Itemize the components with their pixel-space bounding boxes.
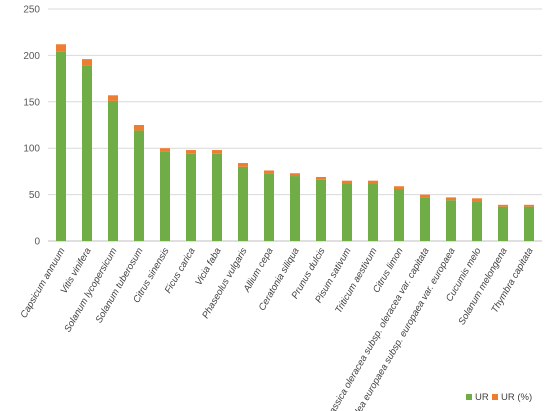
legend: UR UR (%) (466, 392, 532, 403)
y-tick-label: 100 (23, 144, 40, 155)
bar-ur-percent (160, 148, 170, 152)
bar-ur-percent (394, 186, 404, 190)
bar-ur-percent (108, 95, 118, 101)
bar-ur (160, 151, 170, 241)
bar-ur (420, 197, 430, 241)
gridlines (48, 8, 542, 242)
bar-ur-percent (368, 180, 378, 184)
bar-ur-percent (264, 170, 274, 174)
y-tick-label: 150 (23, 97, 40, 108)
bar-ur (472, 201, 482, 241)
bar-ur (186, 153, 196, 241)
y-tick-label: 250 (23, 5, 40, 16)
bar-ur (134, 130, 144, 241)
legend-label-ur-pct: UR (%) (501, 392, 532, 403)
legend-swatch-ur (466, 394, 472, 400)
bar-ur-percent (316, 176, 326, 180)
bar-ur (342, 183, 352, 241)
bar-ur (212, 153, 222, 241)
bars (56, 44, 534, 241)
legend-label-ur: UR (475, 392, 489, 403)
bar-ur (56, 51, 66, 241)
bar-ur (498, 206, 508, 241)
bar-ur-percent (446, 197, 456, 201)
legend-swatch-ur-pct (492, 394, 498, 400)
bar-ur-percent (186, 150, 196, 154)
bar-ur (316, 179, 326, 241)
bar-ur (108, 100, 118, 241)
y-axis-ticks: 0 50 100 150 200 250 (23, 5, 40, 248)
x-tick-label: Capsicum annuum (18, 246, 67, 320)
bar-ur (264, 173, 274, 241)
bar-ur (238, 166, 248, 241)
bar-ur-percent (472, 198, 482, 202)
bar-ur-percent (238, 163, 248, 167)
bar-ur-percent (524, 204, 534, 207)
bar-ur (82, 65, 92, 241)
bar-ur (290, 176, 300, 241)
bar-ur-percent (290, 173, 300, 177)
x-tick-label: Solanum tuberosum (94, 246, 146, 325)
bar-ur-percent (82, 59, 92, 66)
bar-ur-percent (342, 180, 352, 184)
bar-ur (368, 183, 378, 241)
bar-ur-percent (134, 125, 144, 131)
y-tick-label: 50 (29, 190, 41, 201)
bar-ur-percent (212, 150, 222, 154)
bar-ur-percent (420, 194, 430, 198)
bar-ur (446, 200, 456, 241)
bar-ur (394, 189, 404, 241)
y-tick-label: 200 (23, 51, 40, 62)
y-tick-label: 0 (34, 237, 40, 248)
bar-ur-percent (56, 44, 66, 52)
bar-ur-percent (498, 204, 508, 207)
bar-ur (524, 206, 534, 241)
